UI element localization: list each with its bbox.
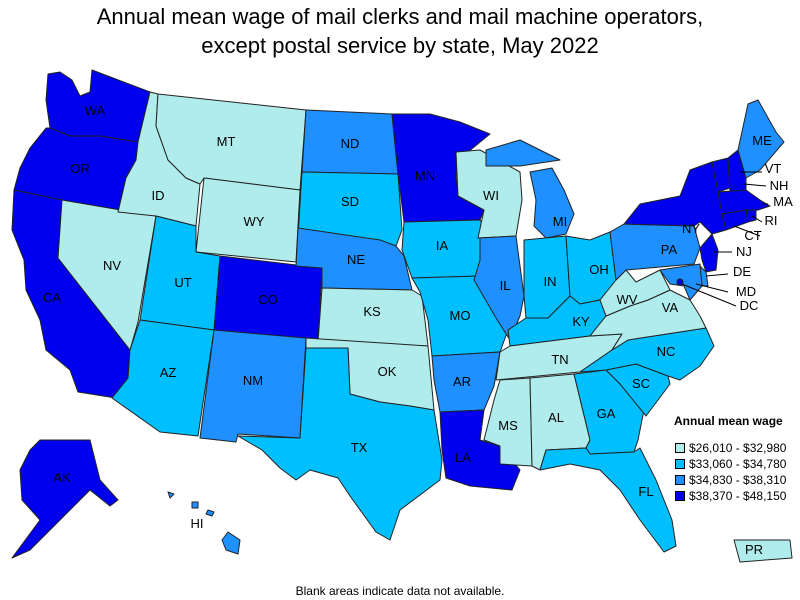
- legend: Annual mean wage $26,010 - $32,980 $33,0…: [672, 414, 786, 504]
- state-label-DE: DE: [733, 264, 751, 279]
- state-label-ND: ND: [341, 136, 360, 151]
- state-label-RI: RI: [765, 213, 778, 228]
- state-ME[interactable]: [737, 99, 785, 179]
- legend-item-3: $34,830 - $38,310: [675, 472, 786, 488]
- state-label-GA: GA: [597, 406, 616, 421]
- title-line-2: except postal service by state, May 2022: [201, 33, 599, 58]
- legend-swatch-4: [675, 491, 685, 501]
- legend-swatch-1: [675, 443, 685, 453]
- state-label-KS: KS: [363, 304, 381, 319]
- state-label-OH: OH: [589, 262, 609, 277]
- state-MI[interactable]: [485, 139, 575, 239]
- state-label-WY: WY: [244, 214, 265, 229]
- state-label-PA: PA: [661, 242, 678, 257]
- legend-item-2: $33,060 - $34,780: [675, 456, 786, 472]
- legend-label-2: $33,060 - $34,780: [689, 457, 787, 471]
- state-label-SC: SC: [632, 376, 650, 391]
- state-label-MN: MN: [415, 168, 435, 183]
- state-label-MI: MI: [553, 214, 567, 229]
- state-HI[interactable]: [167, 491, 241, 555]
- title-line-1: Annual mean wage of mail clerks and mail…: [96, 4, 704, 29]
- state-label-WA: WA: [85, 103, 106, 118]
- state-label-HI: HI: [191, 516, 204, 531]
- state-NY[interactable]: [623, 161, 727, 235]
- state-label-NE: NE: [347, 252, 365, 267]
- state-FL[interactable]: [539, 447, 677, 553]
- legend-label-3: $34,830 - $38,310: [689, 473, 787, 487]
- leader-lines: [681, 171, 768, 307]
- state-label-OK: OK: [378, 364, 397, 379]
- state-label-WI: WI: [483, 188, 499, 203]
- state-label-AR: AR: [453, 374, 471, 389]
- state-label-PR: PR: [745, 542, 763, 557]
- state-label-AZ: AZ: [160, 365, 177, 380]
- state-label-ID: ID: [152, 188, 165, 203]
- state-label-MA: MA: [773, 194, 793, 209]
- state-label-NM: NM: [243, 373, 263, 388]
- state-label-NJ: NJ: [736, 244, 752, 259]
- state-label-LA: LA: [455, 450, 471, 465]
- state-label-IA: IA: [436, 238, 449, 253]
- state-label-SD: SD: [341, 194, 359, 209]
- state-TX[interactable]: [237, 347, 443, 541]
- state-label-WV: WV: [617, 292, 638, 307]
- state-label-IL: IL: [500, 278, 511, 293]
- state-label-NV: NV: [103, 258, 121, 273]
- state-KS[interactable]: [317, 287, 429, 347]
- state-label-CO: CO: [258, 292, 278, 307]
- state-label-MO: MO: [450, 308, 471, 323]
- state-label-NY: NY: [682, 221, 700, 236]
- state-label-TX: TX: [351, 440, 368, 455]
- state-AK[interactable]: [11, 439, 119, 559]
- state-label-VT: VT: [765, 161, 782, 176]
- state-label-CA: CA: [43, 290, 61, 305]
- state-NJ[interactable]: [699, 233, 719, 273]
- legend-item-1: $26,010 - $32,980: [675, 440, 786, 456]
- state-LA[interactable]: [439, 409, 521, 491]
- state-DC[interactable]: [676, 278, 684, 286]
- legend-swatch-3: [675, 475, 685, 485]
- legend-swatch-2: [675, 459, 685, 469]
- state-label-MT: MT: [217, 134, 236, 149]
- state-label-FL: FL: [638, 484, 653, 499]
- legend-label-1: $26,010 - $32,980: [689, 441, 787, 455]
- state-label-ME: ME: [752, 133, 772, 148]
- state-label-NC: NC: [657, 344, 676, 359]
- state-label-AL: AL: [548, 410, 564, 425]
- state-label-MS: MS: [498, 418, 518, 433]
- state-label-KY: KY: [572, 314, 590, 329]
- state-label-VA: VA: [662, 300, 679, 315]
- map-title: Annual mean wage of mail clerks and mail…: [0, 2, 800, 60]
- state-label-DC: DC: [740, 298, 759, 313]
- state-PR[interactable]: [733, 539, 793, 563]
- legend-label-4: $38,370 - $48,150: [689, 489, 787, 503]
- footnote: Blank areas indicate data not available.: [295, 584, 505, 598]
- legend-item-4: $38,370 - $48,150: [675, 488, 786, 504]
- state-label-MD: MD: [736, 284, 756, 299]
- state-label-UT: UT: [174, 275, 191, 290]
- legend-title: Annual mean wage: [674, 414, 783, 428]
- state-CT[interactable]: [721, 209, 749, 231]
- state-label-TN: TN: [551, 352, 568, 367]
- state-label-IN: IN: [544, 274, 557, 289]
- state-label-OR: OR: [70, 161, 90, 176]
- state-label-NH: NH: [770, 178, 789, 193]
- state-label-AK: AK: [53, 470, 71, 485]
